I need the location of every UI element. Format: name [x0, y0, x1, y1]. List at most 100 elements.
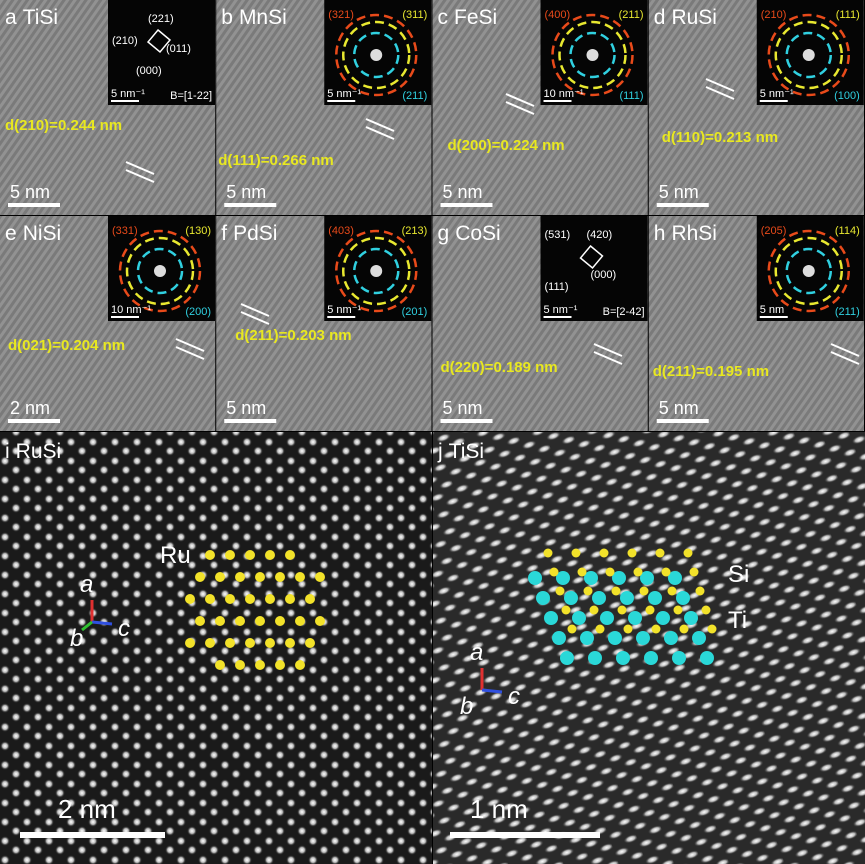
atom-overlay: [611, 586, 621, 596]
d-spacing: d(110)=0.213 nm: [662, 129, 778, 146]
atom-overlay: [205, 550, 215, 560]
lattice-mark: [505, 101, 535, 115]
panel-material: RhSi: [671, 222, 717, 245]
atom-overlay: [295, 572, 305, 582]
atom-overlay: [672, 651, 686, 665]
ring-label: (111): [836, 9, 860, 21]
panel-label: d RuSi: [654, 6, 717, 29]
inset-scale-label: 5 nm⁻¹: [327, 88, 361, 100]
atom-overlay: [275, 660, 285, 670]
atom-overlay: [667, 586, 677, 596]
atom-overlay: [695, 586, 705, 596]
atom-overlay: [285, 638, 295, 648]
panel-letter: c: [438, 6, 449, 29]
atom-overlay: [592, 591, 606, 605]
spot-label: (111): [545, 281, 569, 293]
atom-overlay: [245, 638, 255, 648]
atom-overlay: [689, 567, 699, 577]
axis-arrow: [481, 688, 503, 694]
ring-label: (211): [619, 9, 644, 21]
atom-overlay: [560, 651, 574, 665]
atom-overlay: [676, 591, 690, 605]
inset-scale-bar: [111, 100, 139, 102]
ring-label: (403): [328, 225, 354, 237]
atom-overlay: [600, 611, 614, 625]
panel-label: c FeSi: [438, 6, 498, 29]
atom-overlay: [580, 631, 594, 645]
scale-bar-label: 2 nm: [58, 794, 116, 824]
scale-bar-label: 2 nm: [10, 398, 50, 418]
ring-label: (331): [112, 225, 138, 237]
diffraction-ring: [767, 13, 850, 97]
ring-label: (130): [185, 225, 211, 237]
atom-overlay: [645, 605, 655, 615]
scale-bar: [8, 419, 60, 423]
d-spacing: d(021)=0.204 nm: [8, 337, 125, 354]
axis-label: a: [80, 571, 93, 598]
diffraction-ring: [335, 229, 418, 313]
zone-axis: B=[2-42]: [603, 306, 645, 318]
spot-label: (420): [587, 229, 613, 241]
panel-letter: d: [654, 6, 666, 29]
spot-label: (221): [148, 13, 174, 25]
atom-overlay: [561, 605, 571, 615]
atom-label: Si: [728, 561, 749, 588]
diffraction-ring: [551, 13, 634, 97]
atom-overlay: [707, 624, 717, 634]
panel-letter: f: [221, 222, 227, 245]
atom-overlay: [185, 594, 195, 604]
scale-bar: [440, 419, 493, 423]
atom-overlay: [315, 616, 325, 626]
panel-letter: j: [437, 440, 443, 463]
d-spacing: d(211)=0.203 nm: [235, 327, 351, 344]
lattice-mark: [240, 311, 270, 325]
atom-overlay: [544, 611, 558, 625]
atom-overlay: [555, 586, 565, 596]
atom-overlay: [683, 548, 693, 558]
atom-overlay: [627, 548, 637, 558]
diffraction-ring: [785, 31, 832, 79]
atom-overlay: [549, 567, 559, 577]
diffraction-ring: [136, 247, 184, 295]
panel-material: TiSi: [449, 440, 484, 463]
atom-overlay: [620, 591, 634, 605]
atom-overlay: [305, 638, 315, 648]
ring-label: (111): [619, 90, 643, 102]
panel-label: g CoSi: [438, 222, 501, 245]
d-spacing: d(220)=0.189 nm: [441, 359, 558, 376]
axis-label: a: [470, 639, 483, 666]
unit-cell: [146, 28, 172, 54]
atom-overlay: [648, 591, 662, 605]
atom-overlay: [584, 571, 598, 585]
diffraction-ring: [118, 229, 202, 313]
atom-overlay: [285, 550, 295, 560]
atom-label: Ti: [728, 607, 747, 634]
ring-label: (210): [761, 9, 787, 21]
atom-overlay: [599, 548, 609, 558]
atom-overlay: [185, 638, 195, 648]
atom-overlay: [255, 660, 265, 670]
panel-material: FeSi: [454, 6, 497, 29]
diffraction-ring: [342, 236, 411, 306]
atom-overlay: [556, 571, 570, 585]
scale-bar: [20, 832, 165, 838]
inset-scale-label: 5 nm⁻¹: [544, 304, 578, 316]
atom-overlay: [195, 572, 205, 582]
atom-overlay: [644, 651, 658, 665]
panel-letter: g: [438, 222, 450, 245]
saed-inset: [540, 216, 648, 321]
ring-label: (311): [402, 9, 427, 21]
panel-letter: e: [5, 222, 17, 245]
atom-overlay: [285, 594, 295, 604]
atom-overlay: [684, 611, 698, 625]
atom-overlay: [215, 660, 225, 670]
panel-letter: a: [5, 6, 17, 29]
axis-arrow: [91, 620, 113, 626]
scale-bar-label: 5 nm: [226, 182, 266, 202]
panel-letter: h: [654, 222, 666, 245]
diffraction-ring: [125, 236, 195, 306]
diffraction-ring: [785, 247, 832, 295]
d-spacing: d(211)=0.195 nm: [653, 363, 769, 380]
scale-bar-label: 5 nm: [443, 398, 483, 418]
